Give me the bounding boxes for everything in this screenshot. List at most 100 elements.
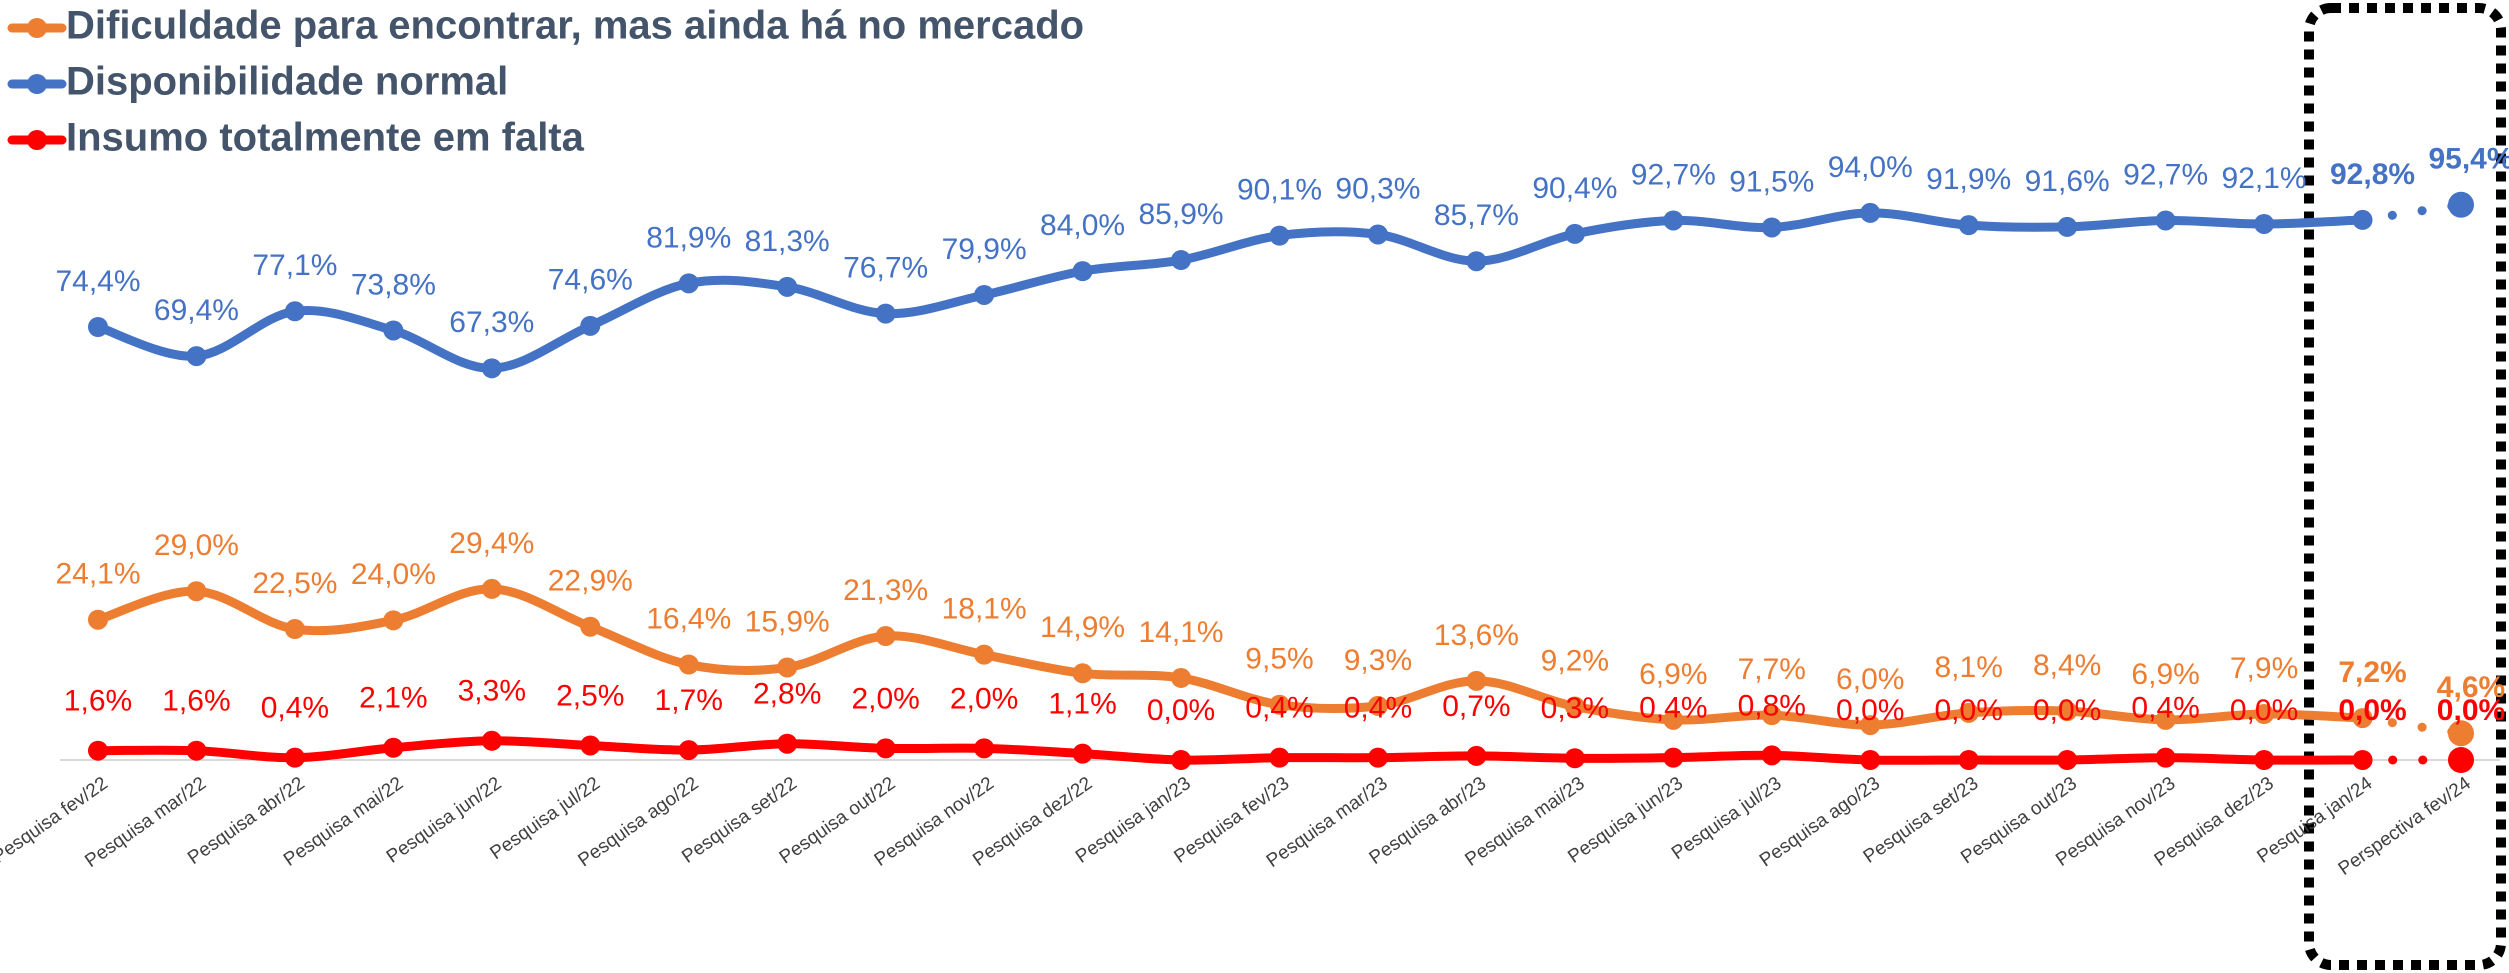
value-label: 1,7% — [655, 684, 723, 717]
legend-marker — [27, 130, 47, 150]
point — [580, 735, 601, 756]
value-label: 2,8% — [753, 678, 821, 711]
point — [1171, 250, 1192, 271]
point — [1367, 747, 1388, 768]
point — [777, 657, 798, 678]
value-label: 16,4% — [646, 602, 731, 635]
series-line — [96, 584, 2363, 730]
value-label: 9,3% — [1344, 644, 1412, 677]
point — [1072, 743, 1093, 764]
point — [2057, 701, 2078, 722]
value-label: 91,9% — [1926, 163, 2011, 196]
point — [2448, 191, 2474, 218]
point — [678, 654, 699, 675]
point — [2448, 720, 2474, 747]
value-label: 92,7% — [1631, 158, 1716, 191]
projection-line — [2358, 200, 2466, 225]
value-label: 2,0% — [950, 682, 1018, 715]
value-label: 15,9% — [745, 605, 830, 638]
point — [1761, 217, 1782, 238]
value-label: 6,0% — [1836, 663, 1904, 696]
legend-marker — [27, 18, 47, 38]
point — [88, 316, 108, 337]
value-label: 81,3% — [745, 225, 830, 258]
point — [186, 581, 207, 602]
value-label: 4,6% — [2437, 671, 2505, 704]
value-label: 76,7% — [843, 252, 928, 285]
point — [875, 738, 896, 759]
point — [1269, 694, 1290, 715]
point — [2254, 704, 2275, 725]
value-label: 24,1% — [55, 558, 140, 591]
value-label: 0,8% — [1738, 689, 1806, 722]
value-label: 2,0% — [851, 682, 919, 715]
value-label: 24,0% — [351, 558, 436, 591]
series-line — [96, 208, 2363, 373]
point — [481, 578, 502, 599]
value-label: 79,9% — [942, 233, 1027, 266]
value-label: 73,8% — [351, 268, 436, 301]
legend-label: Disponibilidade normal — [66, 60, 508, 104]
value-label: 29,0% — [154, 529, 239, 562]
value-label: 0,0% — [2033, 694, 2101, 727]
value-label: 1,6% — [162, 685, 230, 718]
value-label: 92,8% — [2330, 158, 2415, 191]
value-label: 90,4% — [1532, 172, 1617, 205]
value-label: 0,4% — [2131, 692, 2199, 725]
point — [678, 273, 699, 294]
value-label: 3,3% — [458, 675, 526, 708]
point — [1564, 223, 1585, 244]
point — [284, 301, 305, 322]
value-label: 0,4% — [261, 692, 329, 725]
point — [2155, 709, 2176, 730]
point — [1958, 750, 1979, 770]
point — [284, 619, 305, 640]
point — [1466, 745, 1487, 766]
series-line — [97, 736, 2363, 765]
value-label: 9,5% — [1245, 643, 1313, 676]
point — [1564, 748, 1585, 769]
point — [481, 358, 502, 379]
value-label: 0,0% — [1836, 694, 1904, 727]
value-label: 0,0% — [1147, 694, 1215, 727]
value-label: 13,6% — [1434, 619, 1519, 652]
value-label: 22,5% — [252, 567, 337, 600]
value-label: 2,5% — [556, 679, 624, 712]
value-label: 91,6% — [2025, 165, 2110, 198]
point — [1663, 747, 1684, 768]
value-label: 95,4% — [2428, 143, 2509, 176]
value-label: 14,9% — [1040, 611, 1125, 644]
value-label: 6,9% — [1639, 658, 1707, 691]
value-label: 0,7% — [1442, 690, 1510, 723]
value-label: 1,6% — [64, 685, 132, 718]
point — [2254, 750, 2275, 770]
value-label: 67,3% — [449, 306, 534, 339]
point — [481, 730, 502, 751]
point — [1367, 224, 1388, 245]
point — [875, 303, 896, 324]
point — [88, 609, 108, 630]
value-label: 8,1% — [1935, 651, 2003, 684]
value-label: 90,1% — [1237, 174, 1322, 207]
value-label: 7,9% — [2230, 652, 2298, 685]
point — [1072, 663, 1093, 684]
value-label: 29,4% — [449, 527, 534, 560]
value-label: 74,6% — [548, 264, 633, 297]
value-label: 0,3% — [1541, 692, 1609, 725]
point — [2254, 213, 2275, 234]
value-label: 14,1% — [1139, 616, 1224, 649]
value-label: 0,4% — [1245, 692, 1313, 725]
legend-label: Dificuldade para encontrar, mas ainda há… — [66, 4, 1084, 48]
point — [2352, 209, 2373, 230]
point — [1269, 225, 1290, 246]
point — [974, 284, 995, 305]
point — [580, 616, 601, 637]
value-label: 0,0% — [2338, 694, 2406, 727]
highlight-box — [2304, 3, 2506, 970]
point — [1860, 715, 1881, 736]
point — [777, 276, 798, 297]
value-label: 92,1% — [2222, 162, 2307, 195]
value-label: 2,1% — [359, 682, 427, 715]
value-label: 1,1% — [1048, 688, 1116, 721]
value-label: 22,9% — [548, 565, 633, 598]
